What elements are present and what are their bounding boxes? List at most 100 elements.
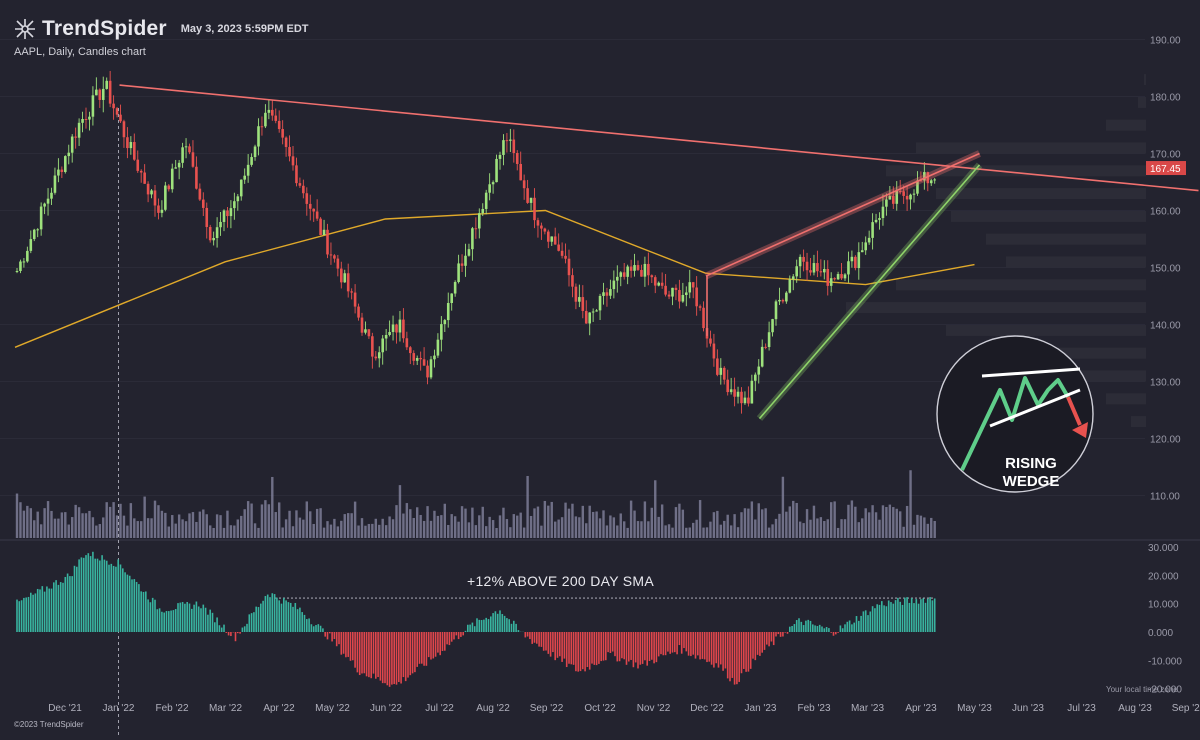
volume-bar bbox=[744, 508, 746, 538]
oscillator-bar bbox=[48, 589, 50, 632]
candle-body bbox=[613, 281, 616, 289]
volume-bar bbox=[623, 521, 625, 538]
oscillator-bar bbox=[580, 632, 582, 671]
volume-bar bbox=[499, 515, 501, 538]
oscillator-bar bbox=[331, 632, 333, 641]
candle-body bbox=[202, 200, 205, 208]
volume-bar bbox=[47, 501, 49, 538]
volume-bar bbox=[306, 501, 308, 538]
volume-bar bbox=[364, 526, 366, 538]
volume-bar bbox=[506, 519, 508, 538]
candle-body bbox=[933, 179, 936, 180]
candle-body bbox=[57, 170, 60, 176]
oscillator-bar bbox=[433, 632, 435, 658]
volume-bar bbox=[171, 515, 173, 538]
volume-bar bbox=[478, 515, 480, 538]
candle-body bbox=[85, 119, 88, 120]
oscillator-bar bbox=[658, 632, 660, 656]
volume-bar bbox=[185, 521, 187, 538]
candle-body bbox=[564, 256, 567, 259]
candle-body bbox=[261, 126, 264, 127]
x-tick-label: Apr '22 bbox=[263, 703, 295, 714]
candle-body bbox=[585, 311, 588, 324]
candle-body bbox=[602, 292, 605, 296]
candle-body bbox=[168, 186, 171, 190]
oscillator-bar bbox=[803, 625, 805, 632]
volume-bar bbox=[537, 507, 539, 538]
volume-bar bbox=[720, 525, 722, 538]
oscillator-bar bbox=[663, 632, 665, 655]
volume-bar bbox=[268, 504, 270, 538]
volume-bar bbox=[682, 510, 684, 538]
timezone-note[interactable]: Your local time zone bbox=[1106, 685, 1178, 694]
volume-bar bbox=[640, 521, 642, 538]
oscillator-bar bbox=[646, 632, 648, 666]
volume-bar bbox=[347, 513, 349, 538]
oscillator-bar bbox=[113, 566, 115, 632]
oscillator-bar bbox=[681, 632, 683, 654]
oscillator-bar bbox=[145, 591, 147, 632]
candle-body bbox=[568, 259, 571, 275]
candle-body bbox=[713, 344, 716, 359]
volume-bar bbox=[664, 525, 666, 538]
volume-bar bbox=[658, 517, 660, 538]
volume-bar bbox=[833, 501, 835, 538]
oscillator-bar bbox=[488, 619, 490, 632]
oscillator-bar bbox=[849, 620, 851, 632]
oscillator-bar bbox=[193, 605, 195, 632]
volume-bar bbox=[426, 506, 428, 538]
oscillator-bar bbox=[886, 606, 888, 632]
oscillator-bar bbox=[21, 600, 23, 632]
volume-bar bbox=[526, 476, 528, 538]
candle-body bbox=[519, 164, 522, 180]
oscillator-bar bbox=[483, 620, 485, 632]
volume-bar bbox=[792, 501, 794, 538]
candle-body bbox=[733, 389, 736, 396]
volume-bar bbox=[295, 510, 297, 538]
candle-body bbox=[816, 263, 819, 271]
oscillator-bar bbox=[143, 592, 145, 632]
oscillator-bar bbox=[495, 611, 497, 632]
oscillator-bar bbox=[168, 611, 170, 632]
volume-bar bbox=[275, 512, 277, 538]
volume-bar bbox=[206, 514, 208, 538]
oscillator-bar bbox=[525, 632, 527, 637]
candle-body bbox=[720, 368, 723, 375]
candle-body bbox=[906, 196, 909, 199]
oscillator-bar bbox=[226, 632, 228, 633]
volume-bar bbox=[468, 522, 470, 538]
volume-bar bbox=[675, 507, 677, 538]
volume-bar bbox=[281, 527, 283, 538]
candle-body bbox=[744, 398, 747, 404]
oscillator-bar bbox=[230, 632, 232, 636]
volume-bar bbox=[513, 514, 515, 538]
candle-body bbox=[433, 356, 436, 360]
x-tick-label: Aug '23 bbox=[1118, 703, 1152, 714]
volume-bar bbox=[920, 516, 922, 538]
oscillator-bar bbox=[628, 632, 630, 662]
oscillator-bar bbox=[299, 608, 301, 632]
oscillator-bar bbox=[826, 627, 828, 632]
candle-body bbox=[671, 288, 674, 297]
candle-body bbox=[513, 140, 516, 153]
oscillator-bar bbox=[315, 625, 317, 632]
candle-body bbox=[837, 274, 840, 279]
candle-body bbox=[340, 269, 343, 283]
x-tick-label: May '23 bbox=[957, 703, 992, 714]
volume-bar bbox=[133, 518, 135, 538]
oscillator-bar bbox=[51, 589, 53, 632]
candle-body bbox=[930, 180, 933, 183]
candle-body bbox=[885, 200, 888, 207]
candle-body bbox=[281, 129, 284, 138]
candle-body bbox=[423, 359, 426, 365]
oscillator-bar bbox=[416, 632, 418, 667]
oscillator-bar bbox=[672, 632, 674, 653]
x-tick-label: Oct '22 bbox=[584, 703, 616, 714]
oscillator-bar bbox=[117, 559, 119, 632]
oscillator-bar bbox=[124, 572, 126, 632]
candle-body bbox=[102, 89, 105, 100]
candle-body bbox=[123, 121, 126, 137]
x-tick-label: Jun '22 bbox=[370, 703, 402, 714]
candle-body bbox=[502, 140, 505, 155]
volume-bar bbox=[930, 518, 932, 538]
